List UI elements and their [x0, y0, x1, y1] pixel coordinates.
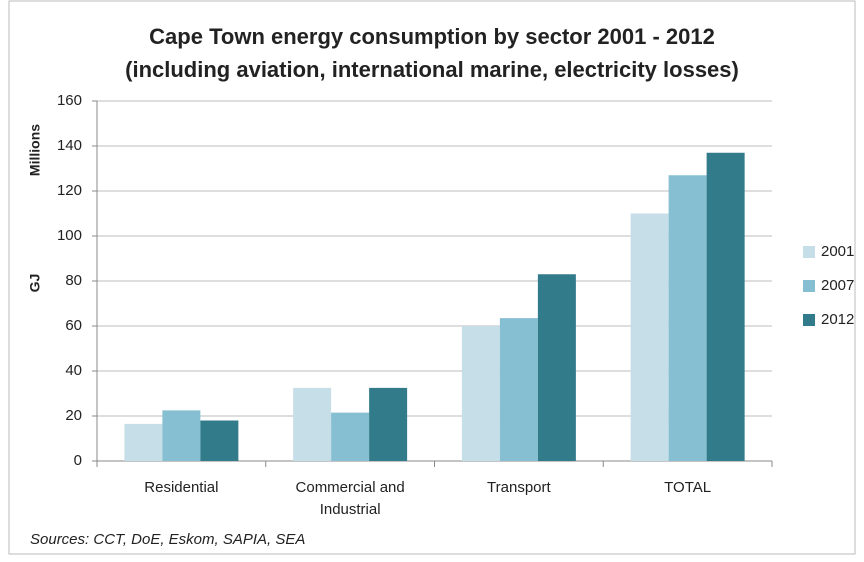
chart-title: (including aviation, international marin… — [125, 57, 739, 82]
legend-label: 2001 — [821, 243, 854, 260]
x-tick-label: Transport — [487, 479, 551, 496]
bar — [706, 152, 745, 461]
bar — [369, 387, 408, 461]
chart-frame — [8, 0, 856, 555]
legend-swatch — [803, 314, 815, 326]
y-tick-label: 60 — [65, 317, 82, 334]
bar — [499, 318, 538, 461]
bar — [461, 326, 500, 461]
bar — [293, 387, 332, 461]
bar — [124, 423, 163, 461]
bar — [668, 175, 707, 461]
bar — [331, 412, 370, 461]
y-tick-label: 0 — [74, 452, 82, 469]
source: Sources: CCT, DoE, Eskom, SAPIA, SEA — [30, 531, 305, 548]
legend-swatch — [803, 280, 815, 292]
bar — [200, 420, 239, 461]
y-tick-label: 80 — [65, 272, 82, 289]
bar — [537, 274, 576, 461]
y-tick-label: 40 — [65, 362, 82, 379]
y-axis-label: GJ — [27, 274, 43, 293]
chart-title: Cape Town energy consumption by sector 2… — [149, 24, 715, 49]
legend-label: 2012 — [821, 311, 854, 328]
y-tick-label: 20 — [65, 407, 82, 424]
y-tick-label: 140 — [57, 137, 82, 154]
x-tick-label: TOTAL — [664, 479, 712, 496]
y-tick-label: 160 — [57, 92, 82, 109]
x-tick-label: Commercial and Industrial — [295, 479, 405, 518]
bar — [162, 410, 201, 461]
bar — [630, 213, 669, 461]
y-tick-label: 100 — [57, 227, 82, 244]
legend-label: 2007 — [821, 277, 854, 294]
legend-swatch — [803, 246, 815, 258]
x-tick-label: Residential — [144, 479, 219, 496]
y-unit-label: Millions — [27, 124, 43, 176]
y-tick-label: 120 — [57, 182, 82, 199]
